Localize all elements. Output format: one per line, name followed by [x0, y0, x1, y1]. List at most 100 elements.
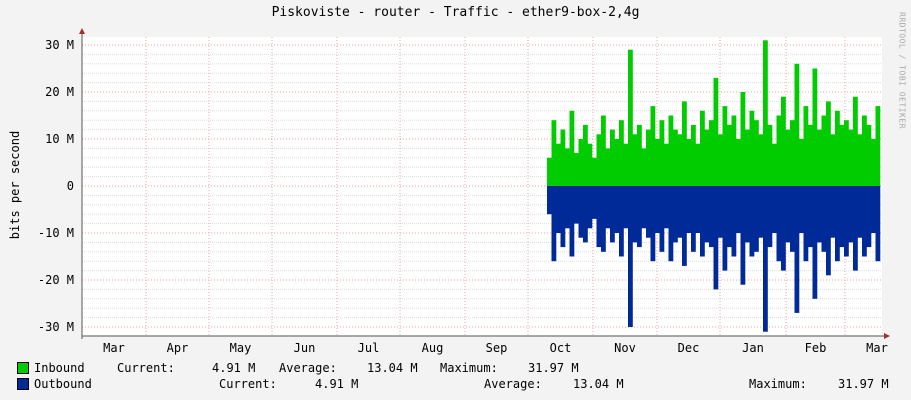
- data-bar-outbound: [637, 186, 642, 248]
- legend-inbound-current-label: Current:: [117, 361, 175, 375]
- data-bar-inbound: [808, 124, 813, 186]
- data-bar-outbound: [592, 186, 597, 219]
- data-bar-outbound: [691, 186, 696, 252]
- data-bar-outbound: [803, 186, 809, 262]
- data-bar-outbound: [610, 186, 615, 243]
- legend-outbound-maximum: 31.97 M: [838, 377, 889, 391]
- data-bar-inbound: [659, 120, 665, 186]
- data-bar-outbound: [835, 186, 840, 262]
- data-bar-inbound: [614, 139, 620, 186]
- data-bar-outbound: [857, 186, 863, 238]
- data-bar-inbound: [700, 110, 705, 186]
- data-bar-outbound: [646, 186, 651, 238]
- data-bar-outbound: [871, 186, 876, 233]
- data-bar-inbound: [583, 124, 588, 186]
- data-bar-inbound: [646, 129, 651, 186]
- data-bar-outbound: [659, 186, 665, 252]
- data-bar-outbound: [560, 186, 566, 248]
- data-bar-inbound: [754, 120, 759, 186]
- data-bar-outbound: [655, 186, 660, 233]
- x-tick-label: Sep: [486, 341, 508, 355]
- data-bar-inbound: [592, 157, 597, 186]
- data-bar-outbound: [844, 186, 849, 257]
- data-bar-outbound: [749, 186, 755, 257]
- data-bar-inbound: [835, 110, 840, 186]
- legend-outbound-average: 13.04 M: [573, 377, 624, 391]
- legend-inbound-maximum: 31.97 M: [528, 361, 579, 375]
- data-bar-inbound: [650, 106, 656, 186]
- data-bar-inbound: [799, 139, 804, 186]
- chart-title: Piskoviste - router - Traffic - ether9-b…: [271, 5, 640, 20]
- data-bar-inbound: [875, 106, 881, 186]
- data-bar-outbound: [704, 186, 710, 243]
- legend-swatch-outbound: [17, 378, 29, 390]
- data-bar-outbound: [551, 186, 557, 262]
- legend-inbound-current: 4.91 M: [212, 361, 256, 375]
- data-bar-outbound: [718, 186, 723, 238]
- data-bar-outbound: [875, 186, 881, 262]
- data-bar-outbound: [830, 186, 836, 238]
- data-bar-inbound: [781, 96, 786, 186]
- data-bar-outbound: [713, 186, 719, 290]
- data-bar-inbound: [641, 148, 647, 186]
- data-bar-inbound: [853, 96, 858, 186]
- data-bar-inbound: [632, 134, 638, 186]
- data-bar-inbound: [749, 110, 755, 186]
- data-bar-inbound: [857, 134, 863, 186]
- data-bar-outbound: [767, 186, 773, 248]
- data-bar-inbound: [578, 139, 584, 186]
- x-tick-label: Dec: [678, 341, 700, 355]
- data-bar-inbound: [560, 129, 566, 186]
- data-bar-inbound: [551, 120, 557, 186]
- x-tick-label: Mar: [866, 341, 888, 355]
- legend-outbound-name: Outbound: [34, 377, 92, 391]
- x-tick-label: Feb: [805, 341, 827, 355]
- data-bar-outbound: [808, 186, 813, 248]
- data-bar-outbound: [587, 186, 593, 229]
- data-bar-outbound: [772, 186, 777, 233]
- data-bar-inbound: [826, 101, 831, 186]
- legend-swatch-inbound: [17, 362, 29, 374]
- data-bar-inbound: [848, 129, 854, 186]
- data-bar-outbound: [619, 186, 624, 257]
- data-bar-outbound: [727, 186, 732, 248]
- data-bar-inbound: [664, 143, 669, 186]
- data-bar-inbound: [619, 120, 624, 186]
- y-tick-label: -20 M: [38, 273, 74, 287]
- y-tick-label: 30 M: [45, 38, 74, 52]
- data-bar-outbound: [817, 186, 822, 243]
- data-bar-inbound: [862, 115, 867, 186]
- x-tick-label: Nov: [614, 341, 636, 355]
- data-bar-outbound: [781, 186, 786, 271]
- data-bar-outbound: [754, 186, 759, 252]
- data-bar-outbound: [583, 186, 588, 243]
- data-bar-inbound: [866, 124, 872, 186]
- legend-outbound-current-label: Current:: [219, 377, 277, 391]
- data-bar-inbound: [767, 124, 773, 186]
- data-bar-outbound: [709, 186, 714, 248]
- data-bar-inbound: [610, 129, 615, 186]
- data-bar-outbound: [799, 186, 804, 233]
- x-tick-label: Jul: [358, 341, 380, 355]
- data-bar-inbound: [839, 124, 845, 186]
- data-bar-outbound: [547, 186, 552, 215]
- data-bar-inbound: [727, 124, 732, 186]
- data-bar-inbound: [677, 134, 683, 186]
- data-bar-outbound: [853, 186, 858, 271]
- data-bar-outbound: [839, 186, 845, 248]
- data-bar-inbound: [704, 129, 710, 186]
- data-bar-outbound: [745, 186, 750, 243]
- data-bar-outbound: [790, 186, 795, 252]
- y-tick-label: 0: [67, 179, 74, 193]
- data-bar-inbound: [718, 134, 723, 186]
- data-bar-inbound: [785, 129, 791, 186]
- data-bar-outbound: [866, 186, 872, 248]
- data-bar-outbound: [682, 186, 687, 266]
- legend-inbound-name: Inbound: [34, 361, 85, 375]
- data-bar-outbound: [574, 186, 579, 224]
- data-bar-outbound: [668, 186, 674, 262]
- legend-inbound-maximum-label: Maximum:: [440, 361, 498, 375]
- data-bar-inbound: [623, 143, 629, 186]
